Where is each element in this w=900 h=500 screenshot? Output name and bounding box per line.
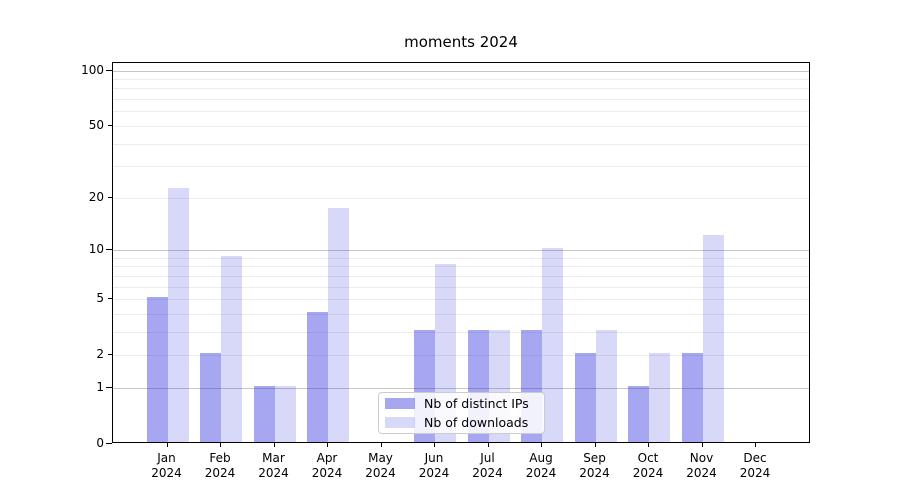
x-tick-label: Jun 2024 [418,451,450,480]
x-tick-mark [327,443,328,447]
y-minor-gridline [113,313,809,315]
y-tick-label: 5 [96,291,104,306]
y-tick-mark [108,196,112,198]
y-minor-gridline [113,166,809,168]
y-tick-label: 1 [96,379,104,394]
y-tick-label: 100 [81,62,104,77]
y-minor-gridline [113,355,809,357]
x-tick-mark [273,443,275,447]
y-minor-gridline [113,266,809,268]
y-minor-gridline [113,99,809,101]
y-minor-gridline [113,125,809,127]
y-tick-label: 20 [88,189,104,204]
x-tick-label: Apr 2024 [311,451,343,480]
x-tick-label: Sep 2024 [579,451,610,480]
y-minor-gridline [113,299,809,301]
x-tick-mark [755,443,756,447]
y-major-gridline [113,387,809,389]
bar-downloads [542,248,563,442]
legend-label: Nb of distinct IPs [424,396,529,412]
x-tick-label: Aug 2024 [525,451,557,480]
bar-distinct-ips [307,311,328,442]
legend-entry: Nb of distinct IPs [385,396,536,412]
bar-downloads [702,234,724,442]
y-major-gridline [113,70,809,72]
y-minor-gridline [113,257,809,259]
legend-swatch-icon [385,416,415,428]
bar-downloads [649,353,670,442]
bar-downloads [221,255,242,442]
x-tick-mark [166,443,168,447]
y-tick-mark [106,386,112,388]
bar-downloads [274,385,296,442]
bar-downloads [167,188,189,442]
bar-distinct-ips [146,297,168,442]
x-tick-mark [380,443,382,447]
y-tick-mark [106,69,112,71]
y-tick-label: 50 [88,117,104,132]
bar-downloads [595,329,617,442]
y-minor-gridline [113,111,809,113]
y-tick-label: 0 [96,436,104,450]
x-tick-label: Mar 2024 [258,451,289,480]
y-major-gridline [113,250,809,251]
legend-swatch-icon [385,398,415,410]
x-tick-label: Dec 2024 [739,451,771,480]
plot-area [112,62,810,443]
y-tick-mark [108,298,112,300]
x-tick-label: Jul 2024 [472,451,503,480]
y-tick-mark [106,443,112,444]
legend-entry: Nb of downloads [385,415,536,431]
bar-distinct-ips [253,385,275,442]
y-tick-mark [106,249,112,250]
x-tick-mark [594,443,596,447]
chart-title: moments 2024 [404,33,518,51]
x-tick-label: Feb 2024 [204,451,236,480]
x-tick-mark [487,443,489,447]
y-tick-mark [108,124,112,126]
x-tick-label: Oct 2024 [632,451,664,480]
x-tick-mark [434,443,435,447]
bar-distinct-ips [681,353,703,442]
y-minor-gridline [113,88,809,90]
bar-downloads [328,208,349,442]
bar-distinct-ips [574,353,596,442]
x-tick-mark [220,443,221,447]
legend-label: Nb of downloads [424,414,529,430]
x-tick-mark [701,443,703,447]
y-minor-gridline [113,143,809,145]
x-tick-mark [541,443,542,447]
bar-distinct-ips [628,385,649,442]
y-tick-label: 10 [88,242,104,256]
x-tick-label: Jan 2024 [151,451,182,480]
y-minor-gridline [113,275,809,277]
legend: Nb of distinct IPs Nb of downloads [378,392,545,434]
y-minor-gridline [113,197,809,199]
bar-distinct-ips [200,353,221,442]
x-tick-mark [648,443,649,447]
y-tick-label: 2 [96,347,104,362]
y-minor-gridline [113,331,809,333]
x-tick-label: May 2024 [365,451,396,480]
y-minor-gridline [113,286,809,288]
x-tick-label: Nov 2024 [686,451,717,480]
y-tick-mark [108,354,112,356]
y-minor-gridline [113,79,809,81]
